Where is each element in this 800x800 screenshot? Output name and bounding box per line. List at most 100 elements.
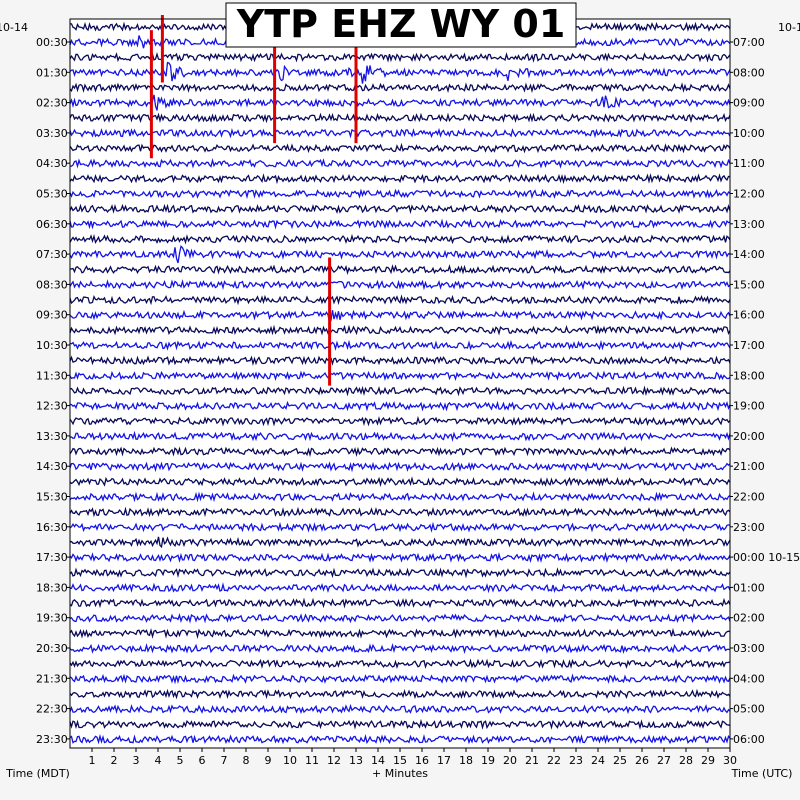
left-time-label: 22:30 (36, 703, 68, 716)
seismic-traces (69, 21, 731, 745)
left-time-label: 08:30 (36, 278, 68, 291)
x-tick-label: 14 (371, 754, 385, 767)
left-time-label: 05:30 (36, 188, 68, 201)
left-time-label: 11:30 (36, 369, 68, 382)
trace-row-36 (69, 567, 731, 579)
trace-row-12 (69, 203, 731, 215)
plot-background (70, 19, 730, 748)
left-time-label: 00:30 (36, 36, 68, 49)
x-tick-label: 28 (679, 754, 693, 767)
x-tick-label: 3 (133, 754, 140, 767)
x-tick-label: 11 (305, 754, 319, 767)
left-time-label: 06:30 (36, 218, 68, 231)
right-time-label: 19:00 (733, 400, 765, 413)
trace-row-10 (69, 172, 731, 185)
x-tick-label: 2 (111, 754, 118, 767)
right-time-label: 21:00 (733, 460, 765, 473)
trace-row-38 (69, 597, 731, 609)
trace-row-6 (69, 112, 731, 124)
left-time-label: 10:30 (36, 339, 68, 352)
x-tick-label: 1 (89, 754, 96, 767)
right-time-label: 22:00 (733, 491, 765, 504)
left-time-label: 15:30 (36, 491, 68, 504)
left-time-label: 01:30 (36, 66, 68, 79)
x-tick-label: 23 (569, 754, 583, 767)
left-time-label: 16:30 (36, 521, 68, 534)
x-tick-label: 20 (503, 754, 517, 767)
right-time-label: 02:00 (733, 612, 765, 625)
trace-row-17 (69, 279, 731, 291)
left-time-label: 14:30 (36, 460, 68, 473)
right-time-label: 17:00 (733, 339, 765, 352)
right-time-label: 07:00 (733, 36, 765, 49)
date-left-label: 10-14 (0, 21, 28, 34)
right-time-label: 18:00 (733, 369, 765, 382)
trace-row-25 (69, 400, 731, 412)
left-time-label: 04:30 (36, 157, 68, 170)
x-tick-label: 12 (327, 754, 341, 767)
x-tick-label: 17 (437, 754, 451, 767)
x-tick-label: 5 (177, 754, 184, 767)
trace-row-30 (69, 476, 731, 488)
x-tick-label: 21 (525, 754, 539, 767)
trace-row-44 (69, 688, 731, 700)
right-time-label: 09:00 (733, 97, 765, 110)
right-time-label: 12:00 (733, 188, 765, 201)
trace-row-7 (69, 127, 731, 139)
trace-row-37 (70, 582, 731, 594)
x-tick-label: 10 (283, 754, 297, 767)
right-time-label: 05:00 (733, 703, 765, 716)
x-tick-label: 30 (723, 754, 737, 767)
x-tick-label: 29 (701, 754, 715, 767)
x-tick-label: 7 (221, 754, 228, 767)
x-axis-label: + Minutes (372, 767, 428, 780)
trace-row-34 (69, 536, 731, 549)
trace-row-43 (69, 673, 731, 685)
right-axis-label: Time (UTC) (731, 767, 793, 780)
x-tick-label: 13 (349, 754, 363, 767)
left-time-label: 13:30 (36, 430, 68, 443)
trace-row-41 (69, 643, 731, 654)
trace-row-21 (69, 339, 731, 351)
trace-row-32 (69, 506, 731, 518)
x-tick-label: 6 (199, 754, 206, 767)
left-time-label: 09:30 (36, 309, 68, 322)
trace-row-5 (69, 94, 731, 111)
event-markers (149, 15, 358, 386)
trace-row-19 (69, 309, 731, 325)
x-tick-label: 8 (243, 754, 250, 767)
trace-row-18 (69, 294, 731, 306)
right-time-label: 00:00 10-15 (733, 551, 800, 564)
left-time-label: 20:30 (36, 642, 68, 655)
right-time-label: 01:00 (733, 581, 765, 594)
trace-row-42 (69, 658, 731, 669)
date-right-label: 10-1 (778, 21, 800, 34)
x-tick-label: 24 (591, 754, 605, 767)
left-time-label: 19:30 (36, 612, 68, 625)
trace-row-15 (69, 244, 731, 264)
x-tick-label: 25 (613, 754, 627, 767)
trace-row-31 (69, 491, 731, 503)
right-time-label: 13:00 (733, 218, 765, 231)
left-time-label: 18:30 (36, 581, 68, 594)
right-time-labels: 07:00 08:00 09:00 10:00 11:00 12:00 13:00 14:00… (730, 36, 800, 746)
left-time-label: 12:30 (36, 400, 68, 413)
x-tick-label: 4 (155, 754, 162, 767)
left-time-labels: 00:30 01:30 02:30 03:30 04:30 05:30 06:30 07:30… (36, 36, 70, 746)
left-axis-label: Time (MDT) (5, 767, 70, 780)
right-time-label: 10:00 (733, 127, 765, 140)
trace-row-8 (69, 142, 731, 154)
x-tick-label: 9 (265, 754, 272, 767)
trace-row-22 (69, 355, 731, 367)
right-time-label: 15:00 (733, 278, 765, 291)
right-time-label: 20:00 (733, 430, 765, 443)
trace-row-20 (69, 324, 731, 336)
trace-row-23 (69, 370, 731, 382)
right-time-label: 11:00 (733, 157, 765, 170)
x-tick-label: 16 (415, 754, 429, 767)
x-tick-label: 27 (657, 754, 671, 767)
x-tick-label: 18 (459, 754, 473, 767)
trace-row-14 (69, 233, 731, 245)
left-time-label: 23:30 (36, 733, 68, 746)
